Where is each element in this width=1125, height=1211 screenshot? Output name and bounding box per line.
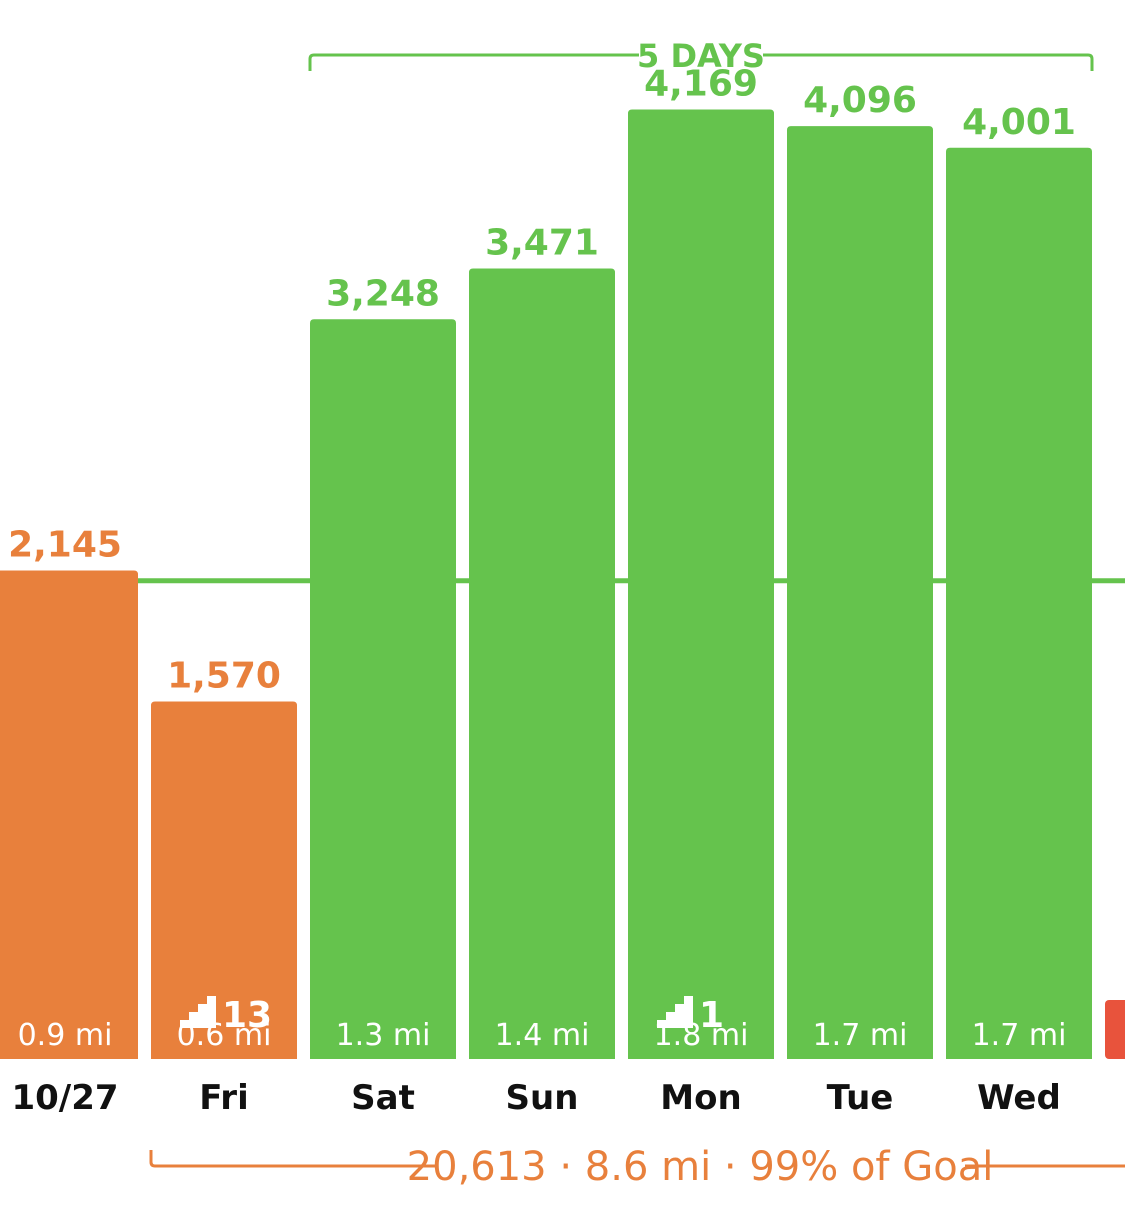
bar-wed <box>946 147 1092 1060</box>
bar-value-label: 3,471 <box>485 223 599 264</box>
bar-value-label: 4,169 <box>644 64 758 105</box>
streak-bracket-left <box>308 53 639 71</box>
floors-count: 1 <box>699 995 724 1036</box>
bar-mon <box>628 109 774 1059</box>
next-day-bar-partial <box>1105 1000 1125 1059</box>
bar-tue <box>787 126 933 1060</box>
summary-bracket-left <box>149 1150 435 1168</box>
summary-label: 20,613 · 8.6 mi · 99% of Goal <box>407 1144 994 1190</box>
floors-count: 13 <box>222 995 272 1036</box>
bar-sat <box>310 319 456 1059</box>
bar-fri <box>151 701 297 1059</box>
day-label: 10/27 <box>11 1078 118 1118</box>
bar-sun <box>469 268 615 1059</box>
summary-bracket: 20,613 · 8.6 mi · 99% of Goal <box>149 1144 1125 1190</box>
bar-value-label: 3,248 <box>326 273 440 314</box>
day-label: Mon <box>660 1078 741 1118</box>
bar-10-27 <box>0 570 138 1059</box>
stairs-icon <box>180 996 216 1028</box>
day-label: Sun <box>506 1078 579 1118</box>
bar-value-label: 2,145 <box>8 524 122 565</box>
bar-value-label: 4,001 <box>962 102 1076 143</box>
bar-distance-label: 1.3 mi <box>336 1018 431 1053</box>
streak-bracket: 5 DAYS <box>308 37 1094 75</box>
day-label: Wed <box>977 1078 1061 1118</box>
bar-value-label: 1,570 <box>167 655 281 696</box>
bar-value-label: 4,096 <box>803 80 917 121</box>
streak-bracket-right <box>763 53 1094 71</box>
day-label: Sat <box>351 1078 415 1118</box>
bar-distance-label: 1.4 mi <box>495 1018 590 1053</box>
stairs-icon <box>657 996 693 1028</box>
bar-distance-label: 1.7 mi <box>813 1018 908 1053</box>
bar-distance-label: 1.7 mi <box>972 1018 1067 1053</box>
day-label: Tue <box>827 1078 894 1118</box>
streak-label: 5 DAYS <box>637 37 765 75</box>
bar-distance-label: 0.9 mi <box>18 1018 113 1053</box>
day-label: Fri <box>199 1078 248 1118</box>
